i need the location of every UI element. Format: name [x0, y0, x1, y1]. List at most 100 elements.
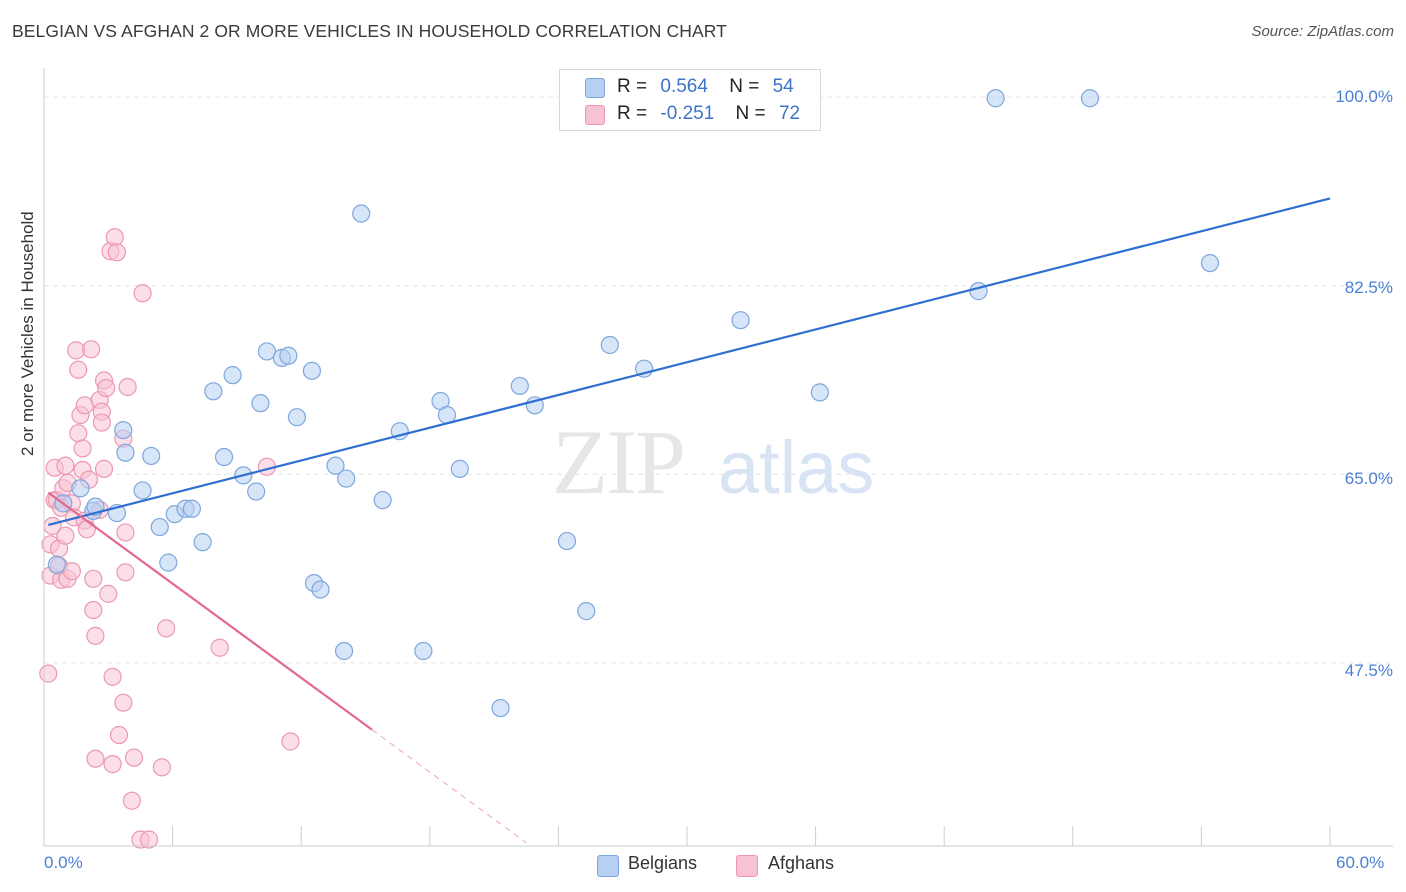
afghans-point	[152, 758, 171, 777]
afghans-point	[86, 749, 105, 768]
afghans-legend-label: Afghans	[768, 853, 835, 873]
afghans-point	[122, 791, 141, 810]
afghans-point	[84, 569, 103, 588]
afghans-legend-swatch	[736, 855, 758, 877]
x-tick-min: 0.0%	[44, 853, 83, 872]
afghans-legend-row: R = -0.251 N = 72	[617, 103, 800, 125]
belgians-point	[1200, 253, 1220, 273]
y-tick-47-5: 47.5%	[1344, 661, 1393, 680]
afghans-point	[107, 243, 126, 262]
afghans-point	[92, 413, 111, 432]
y-tick-82-5: 82.5%	[1344, 278, 1393, 297]
belgians-point	[810, 383, 829, 402]
belgians-legend-label: Belgians	[628, 853, 698, 873]
afghans-point	[69, 424, 88, 443]
belgians-point	[279, 346, 298, 365]
afghans-point	[210, 638, 229, 657]
belgians-point	[414, 641, 433, 661]
correlation-legend: R = 0.564 N = 54 R = -0.251 N = 72	[559, 69, 821, 131]
belgians-point	[133, 481, 152, 500]
belgians-point	[557, 531, 577, 551]
y-tick-65: 65.0%	[1344, 469, 1393, 488]
belgians-point	[142, 446, 161, 466]
belgians-point	[373, 491, 392, 510]
afghans-point	[139, 830, 159, 849]
belgians-point	[223, 366, 242, 385]
belgians-trend-line	[48, 197, 1331, 526]
belgians-r-label: R =	[617, 76, 648, 97]
afghans-trend-line	[47, 491, 373, 731]
belgians-point	[731, 311, 750, 330]
afghans-swatch	[585, 105, 605, 125]
belgians-point	[600, 335, 619, 355]
watermark: ZIP atlas	[552, 411, 874, 513]
afghans-r-value: -0.251	[660, 103, 715, 124]
belgians-point	[71, 479, 90, 498]
afghans-point	[73, 439, 92, 458]
trend-lines	[47, 197, 1331, 844]
afghans-point	[103, 755, 122, 774]
afghans-point	[157, 619, 176, 638]
afghans-point	[39, 664, 58, 683]
afghans-point	[69, 360, 88, 379]
belgians-legend-swatch	[597, 855, 619, 877]
afghans-point	[281, 732, 300, 751]
belgians-point	[47, 555, 66, 574]
chart-title: BELGIAN VS AFGHAN 2 OR MORE VEHICLES IN …	[12, 21, 727, 41]
belgians-point	[182, 499, 201, 518]
belgians-point	[510, 376, 529, 396]
belgians-point	[247, 482, 266, 501]
belgians-point	[986, 89, 1005, 108]
afghans-point	[84, 600, 103, 620]
afghans-point	[124, 748, 144, 767]
afghans-point	[99, 584, 118, 603]
afghans-point	[94, 459, 114, 478]
afghans-point	[103, 667, 122, 686]
afghans-point	[105, 228, 124, 247]
afghans-points	[39, 228, 300, 849]
belgians-point	[337, 469, 356, 488]
gridlines	[44, 96, 1393, 664]
belgians-points	[47, 89, 1220, 718]
belgians-r-value: 0.564	[660, 76, 708, 97]
belgians-point	[159, 553, 178, 572]
belgians-point	[969, 282, 988, 301]
belgians-point	[150, 517, 169, 537]
y-axis-label: 2 or more Vehicles in Household	[18, 211, 37, 456]
watermark-zip: ZIP	[552, 411, 684, 513]
belgians-point	[1080, 89, 1100, 108]
belgians-point	[326, 456, 345, 475]
afghans-point	[133, 284, 152, 303]
source-credit: Source: ZipAtlas.com	[1251, 23, 1394, 40]
afghans-n-label: N =	[735, 103, 766, 124]
belgians-point	[257, 342, 277, 361]
afghans-point	[82, 340, 101, 359]
afghans-point	[56, 526, 75, 545]
belgians-point	[577, 602, 596, 621]
afghans-point	[56, 456, 75, 475]
belgians-n-label: N =	[729, 76, 760, 97]
afghans-point	[116, 523, 135, 542]
afghans-r-label: R =	[617, 103, 648, 124]
belgians-point	[302, 361, 322, 380]
belgians-point	[491, 698, 510, 718]
x-tick-marks	[43, 826, 1331, 846]
belgians-point	[311, 580, 330, 599]
afghans-point	[67, 341, 86, 360]
belgians-point	[116, 443, 135, 462]
afghans-point	[109, 725, 129, 745]
afghans-point	[77, 520, 96, 539]
afghans-point	[114, 693, 133, 712]
belgians-point	[450, 459, 469, 478]
belgians-point	[193, 533, 212, 552]
belgians-point	[334, 641, 354, 661]
belgians-point	[204, 382, 223, 401]
y-tick-100: 100.0%	[1335, 87, 1393, 106]
belgians-legend-row: R = 0.564 N = 54	[617, 76, 794, 98]
afghans-n-value: 72	[778, 103, 801, 124]
belgians-n-value: 54	[772, 76, 794, 97]
belgians-swatch	[585, 78, 605, 98]
x-tick-max: 60.0%	[1336, 853, 1385, 872]
afghans-point	[116, 563, 135, 582]
